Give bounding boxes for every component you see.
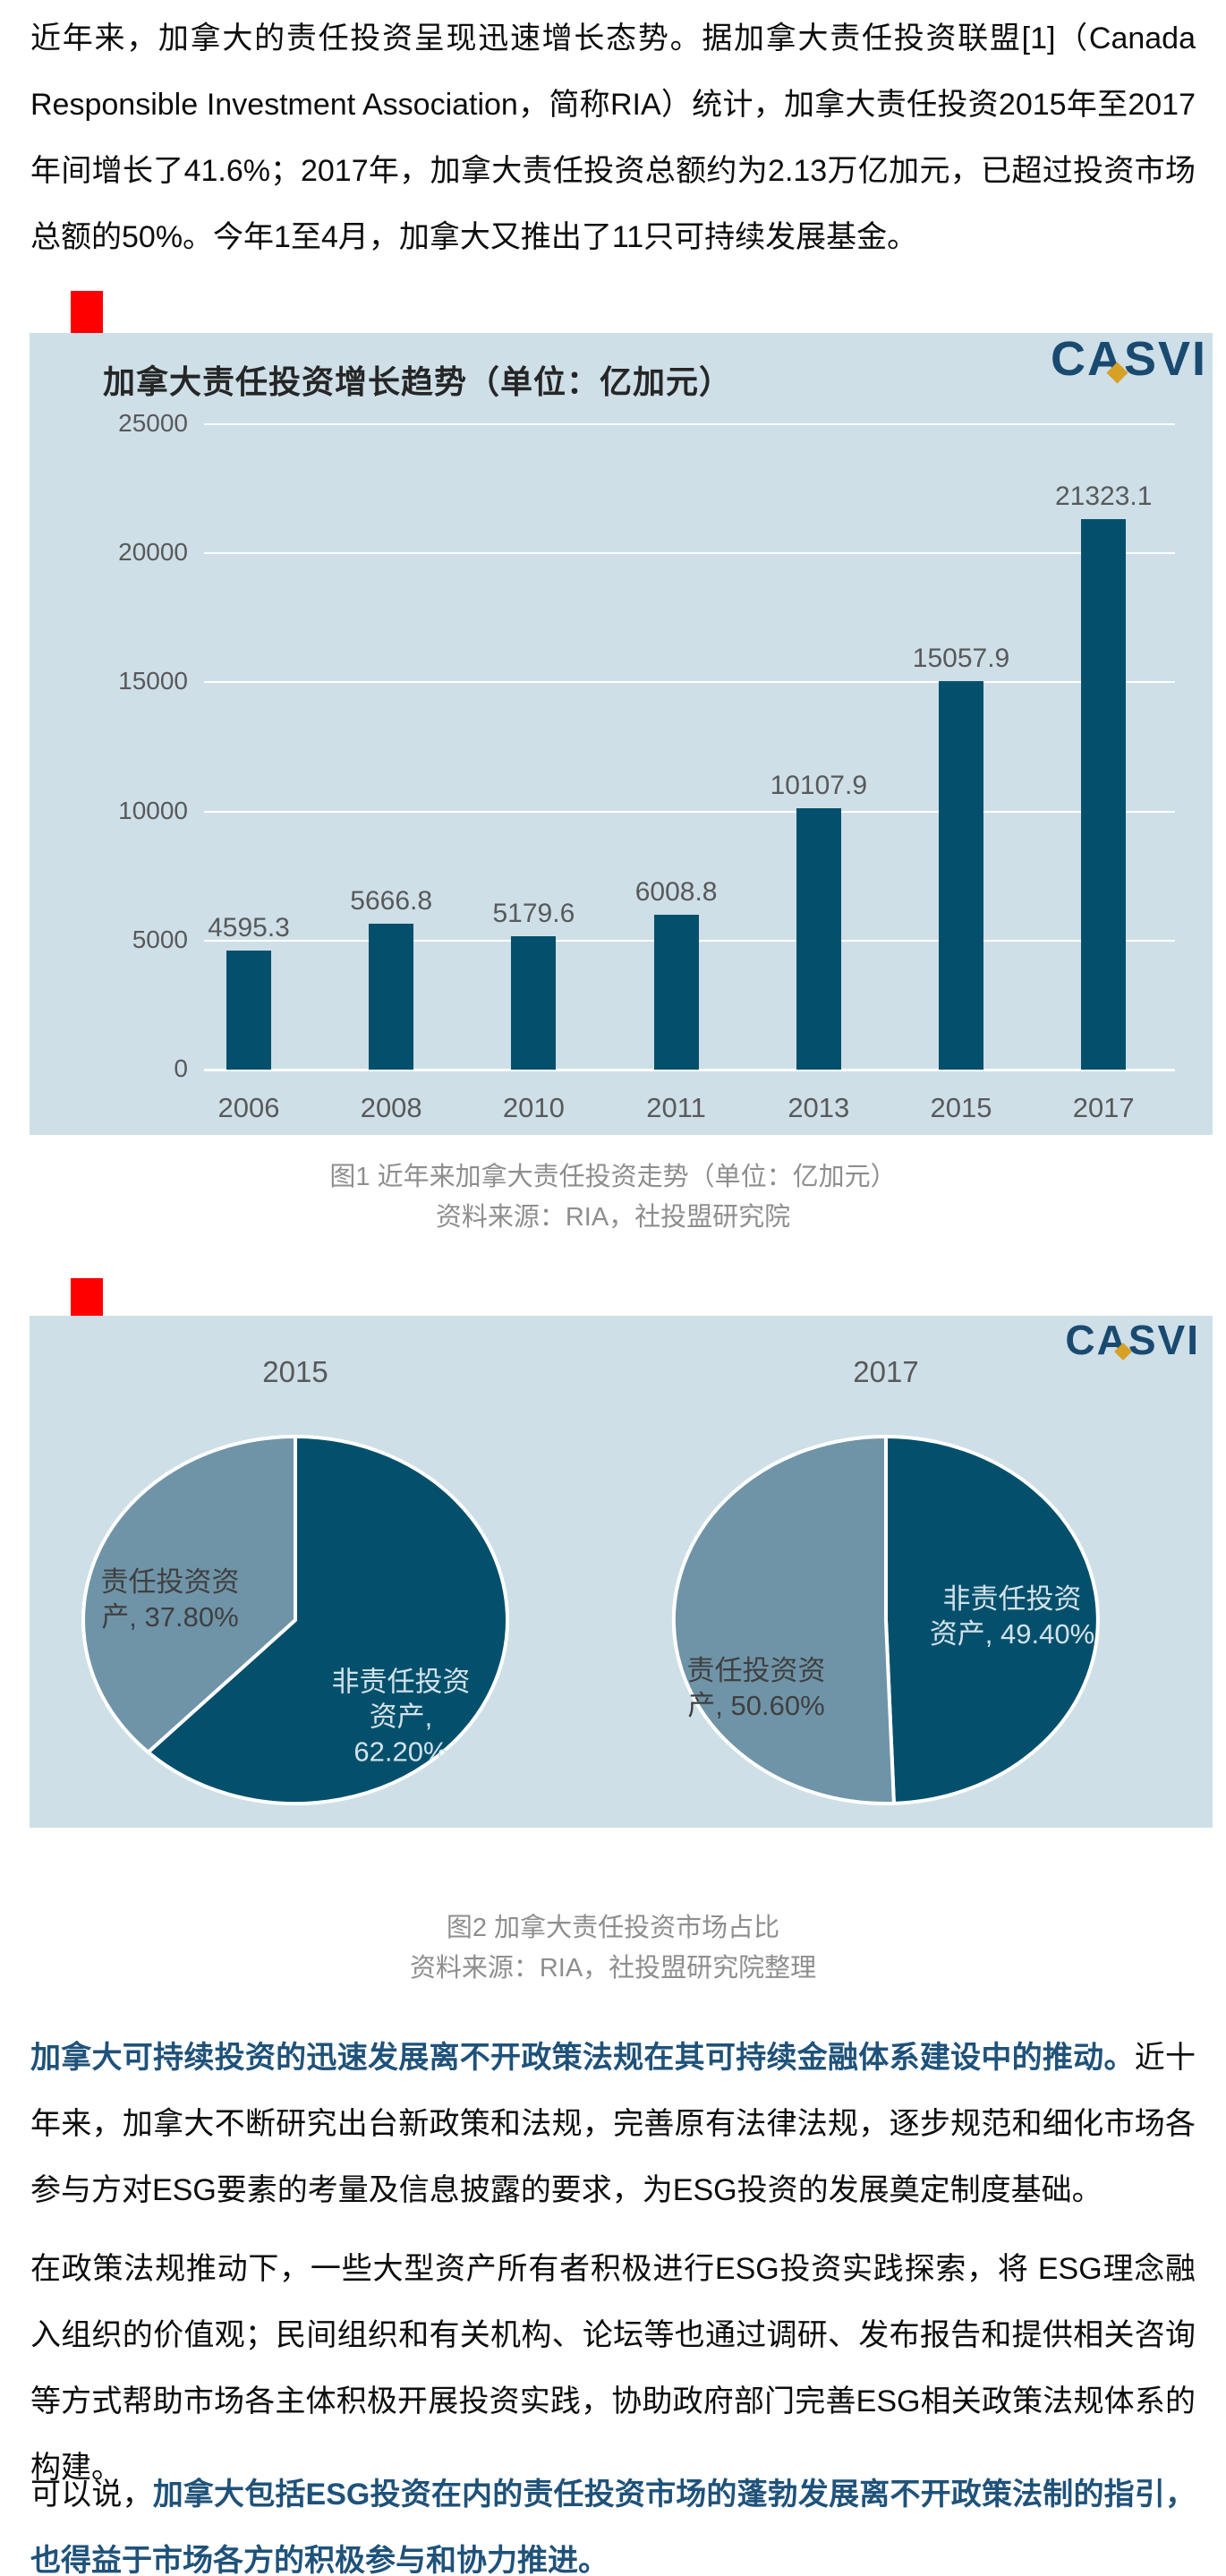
- gridline: [204, 552, 1175, 555]
- bar-2013: [796, 808, 841, 1070]
- conclusion-paragraph-bold: 加拿大包括ESG投资在内的责任投资市场的蓬勃发展离不开政策法制的指引，也得益于市…: [30, 2478, 1196, 2576]
- bar-value-label: 6008.8: [634, 876, 718, 907]
- pie-slice-label: 非责任投资 资产, 49.40%: [929, 1583, 1095, 1650]
- y-axis-tick-label: 15000: [118, 667, 188, 695]
- bar-value-label: 5666.8: [350, 885, 433, 916]
- pie-slice-label: 责任投资资 产, 37.80%: [100, 1566, 240, 1633]
- bar-value-label: 21323.1: [1054, 482, 1153, 512]
- y-axis-tick-label: 20000: [118, 538, 188, 567]
- intro-text: 近年来，加拿大的责任投资呈现迅速增长态势。据加拿大责任投资联盟[1]（Canad…: [30, 21, 1196, 254]
- conclusion-paragraph-lead: 可以说，: [30, 2478, 153, 2512]
- y-axis-tick-label: 25000: [118, 409, 188, 437]
- y-axis-tick-label: 0: [174, 1054, 188, 1082]
- policy-paragraph-lead: 加拿大可持续投资的迅速发展离不开政策法规在其可持续金融体系建设中的推动。: [30, 2041, 1135, 2075]
- casvi-logo-text: CASVI: [1065, 1317, 1200, 1363]
- gridline: [204, 423, 1175, 425]
- bar-2015: [939, 680, 983, 1070]
- pie-slice-dark: [884, 1435, 1100, 1805]
- gridline: [204, 1069, 1175, 1071]
- bar-chart-title: 加拿大责任投资增长趋势（单位：亿加元）: [103, 363, 733, 400]
- bar-2017: [1081, 519, 1127, 1070]
- bar-value-label: 15057.9: [912, 643, 1010, 673]
- pie-slice-light: [81, 1435, 297, 1754]
- conclusion-paragraph: 可以说，加拿大包括ESG投资在内的责任投资市场的蓬勃发展离不开政策法制的指引，也…: [30, 2461, 1196, 2576]
- practice-paragraph-text: 在政策法规推动下，一些大型资产所有者积极进行ESG投资实践探索，将 ESG理念融…: [30, 2252, 1196, 2485]
- x-axis-label: 2013: [788, 1092, 850, 1123]
- gridline: [204, 681, 1175, 684]
- figure1-caption-title: 图1 近年来加拿大责任投资走势（单位：亿加元）: [329, 1163, 897, 1191]
- pie-charts-svg: [81, 1435, 1100, 1805]
- bar-value-label: 5179.6: [492, 898, 575, 928]
- bar-2011: [653, 914, 699, 1070]
- x-axis-label: 2011: [646, 1092, 706, 1123]
- bar-value-label: 4595.3: [208, 913, 290, 943]
- y-axis-tick-label: 5000: [132, 925, 188, 953]
- figure2-caption: 图2 加拿大责任投资市场占比 资料来源：RIA，社投盟研究院整理: [0, 1908, 1226, 1989]
- policy-paragraph-rest: 近十年来，加拿大不断研究出台新政策和法规，完善原有法律法规，逐步规范和细化市场各…: [30, 2041, 1196, 2207]
- x-axis-label: 2017: [1072, 1092, 1135, 1123]
- x-axis-label: 2015: [930, 1092, 992, 1123]
- figure2-caption-title: 图2 加拿大责任投资市场占比: [446, 1914, 780, 1942]
- pie-year-label: 2017: [853, 1355, 919, 1388]
- bar-2008: [369, 923, 414, 1070]
- x-axis-label: 2010: [502, 1092, 565, 1123]
- casvi-logo: CASVI: [1050, 332, 1207, 386]
- intro-paragraph: 近年来，加拿大的责任投资呈现迅速增长态势。据加拿大责任投资联盟[1]（Canad…: [30, 5, 1196, 270]
- practice-paragraph: 在政策法规推动下，一些大型资产所有者积极进行ESG投资实践探索，将 ESG理念融…: [30, 2236, 1196, 2501]
- bar-2006: [226, 951, 271, 1070]
- bar-2010: [511, 935, 557, 1070]
- x-axis-label: 2008: [360, 1092, 422, 1123]
- y-axis-tick-label: 10000: [118, 796, 188, 824]
- figure2-pie-chart-panel: CASVI 非责任投资 资产, 62.20% 责任投资资 产, 37.80% 201…: [30, 1316, 1213, 1828]
- pie-slice-label: 责任投资资 产, 50.60%: [686, 1655, 826, 1721]
- figure1-caption-source: 资料来源：RIA，社投盟研究院: [435, 1203, 791, 1232]
- x-axis-label: 2006: [217, 1092, 280, 1123]
- pie-slice-light: [671, 1435, 896, 1805]
- casvi-logo: CASVI: [1065, 1319, 1200, 1361]
- bar-value-label: 10107.9: [770, 771, 868, 801]
- figure1-caption: 图1 近年来加拿大责任投资走势（单位：亿加元） 资料来源：RIA，社投盟研究院: [0, 1157, 1226, 1238]
- pie-slice-dark: [146, 1435, 509, 1805]
- policy-paragraph: 加拿大可持续投资的迅速发展离不开政策法规在其可持续金融体系建设中的推动。近十年来…: [30, 2025, 1196, 2223]
- casvi-logo-text: CASVI: [1050, 332, 1207, 386]
- figure2-caption-source: 资料来源：RIA，社投盟研究院整理: [409, 1954, 817, 1983]
- pie-year-label: 2015: [262, 1355, 328, 1388]
- figure1-bar-chart-panel: 加拿大责任投资增长趋势（单位：亿加元） CASVI 0 5000 10000 1500…: [30, 333, 1213, 1135]
- gridline: [204, 810, 1175, 813]
- pie-slice-label: 非责任投资 资产, 62.20%: [331, 1666, 471, 1768]
